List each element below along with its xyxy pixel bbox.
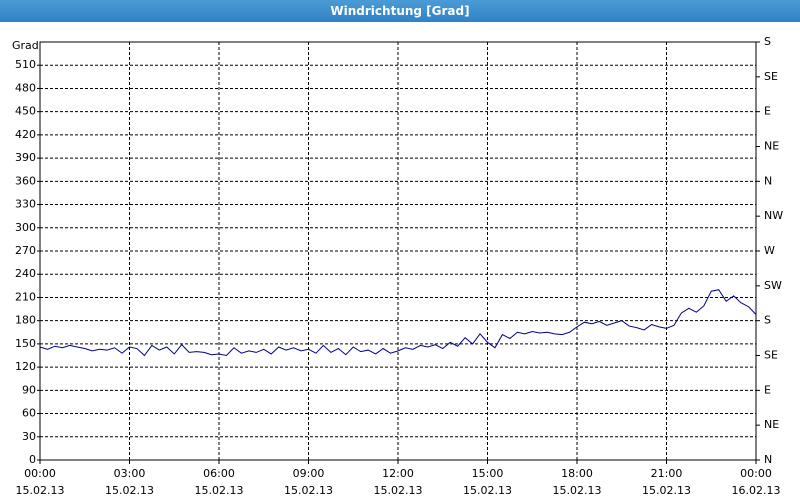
y-tick-label: 480 <box>15 81 36 94</box>
y-tick-label: 390 <box>15 151 36 164</box>
y2-tick-label: E <box>764 105 771 118</box>
y-axis-label: Grad <box>12 39 39 52</box>
y-tick-label: 510 <box>15 58 36 71</box>
x-tick-label: 18:00 <box>561 467 593 480</box>
y-tick-label: 30 <box>22 430 36 443</box>
x-tick-date: 15.02.13 <box>642 484 691 497</box>
x-tick-date: 15.02.13 <box>463 484 512 497</box>
y-tick-label: 300 <box>15 221 36 234</box>
y2-tick-label: N <box>764 453 772 466</box>
chart: Grad 0 30 60 90 120 150 180 210 240 270 300 330 360 3… <box>12 35 783 497</box>
y2-tick-label: E <box>764 383 771 396</box>
y2-tick-label: S <box>764 314 771 327</box>
y-tick-label: 180 <box>15 314 36 327</box>
x-tick-label: 03:00 <box>114 467 146 480</box>
x-tick-date: 15.02.13 <box>284 484 333 497</box>
y2-tick-label: NW <box>764 209 783 222</box>
x-tick-label: 06:00 <box>203 467 235 480</box>
y2-tick-label: SE <box>764 349 778 362</box>
x-tick-date: 15.02.13 <box>195 484 244 497</box>
y-tick-label: 240 <box>15 267 36 280</box>
x-tick-label: 00:00 <box>24 467 56 480</box>
y-tick-label: 330 <box>15 198 36 211</box>
y-tick-label: 450 <box>15 105 36 118</box>
y-tick-label: 420 <box>15 128 36 141</box>
y-tick-label: 210 <box>15 290 36 303</box>
y-tick-label: 360 <box>15 174 36 187</box>
x-tick-date: 15.02.13 <box>105 484 154 497</box>
y2-tick-label: N <box>764 174 772 187</box>
y-tick-label: 90 <box>22 383 36 396</box>
y-tick-label: 60 <box>22 407 36 420</box>
y-tick-label: 0 <box>29 453 36 466</box>
x-tick-label: 21:00 <box>651 467 683 480</box>
y2-tick-label: NE <box>764 140 779 153</box>
x-tick-date: 15.02.13 <box>16 484 65 497</box>
x-tick-date: 15.02.13 <box>553 484 602 497</box>
y2-tick-label: NE <box>764 418 779 431</box>
y2-tick-label: W <box>764 244 775 257</box>
x-tick-date: 16.02.13 <box>732 484 781 497</box>
y-tick-label: 150 <box>15 337 36 350</box>
y2-tick-label: SW <box>764 279 782 292</box>
y-tick-label: 120 <box>15 360 36 373</box>
x-tick-label: 00:00 <box>740 467 772 480</box>
x-tick-date: 15.02.13 <box>374 484 423 497</box>
x-tick-label: 15:00 <box>472 467 504 480</box>
y2-tick-label: SE <box>764 70 778 83</box>
y2-tick-label: S <box>764 35 771 48</box>
x-tick-label: 12:00 <box>382 467 414 480</box>
data-line <box>39 289 757 357</box>
y-tick-label: 270 <box>15 244 36 257</box>
x-tick-label: 09:00 <box>293 467 325 480</box>
title-bar: Windrichtung [Grad] <box>0 0 800 22</box>
